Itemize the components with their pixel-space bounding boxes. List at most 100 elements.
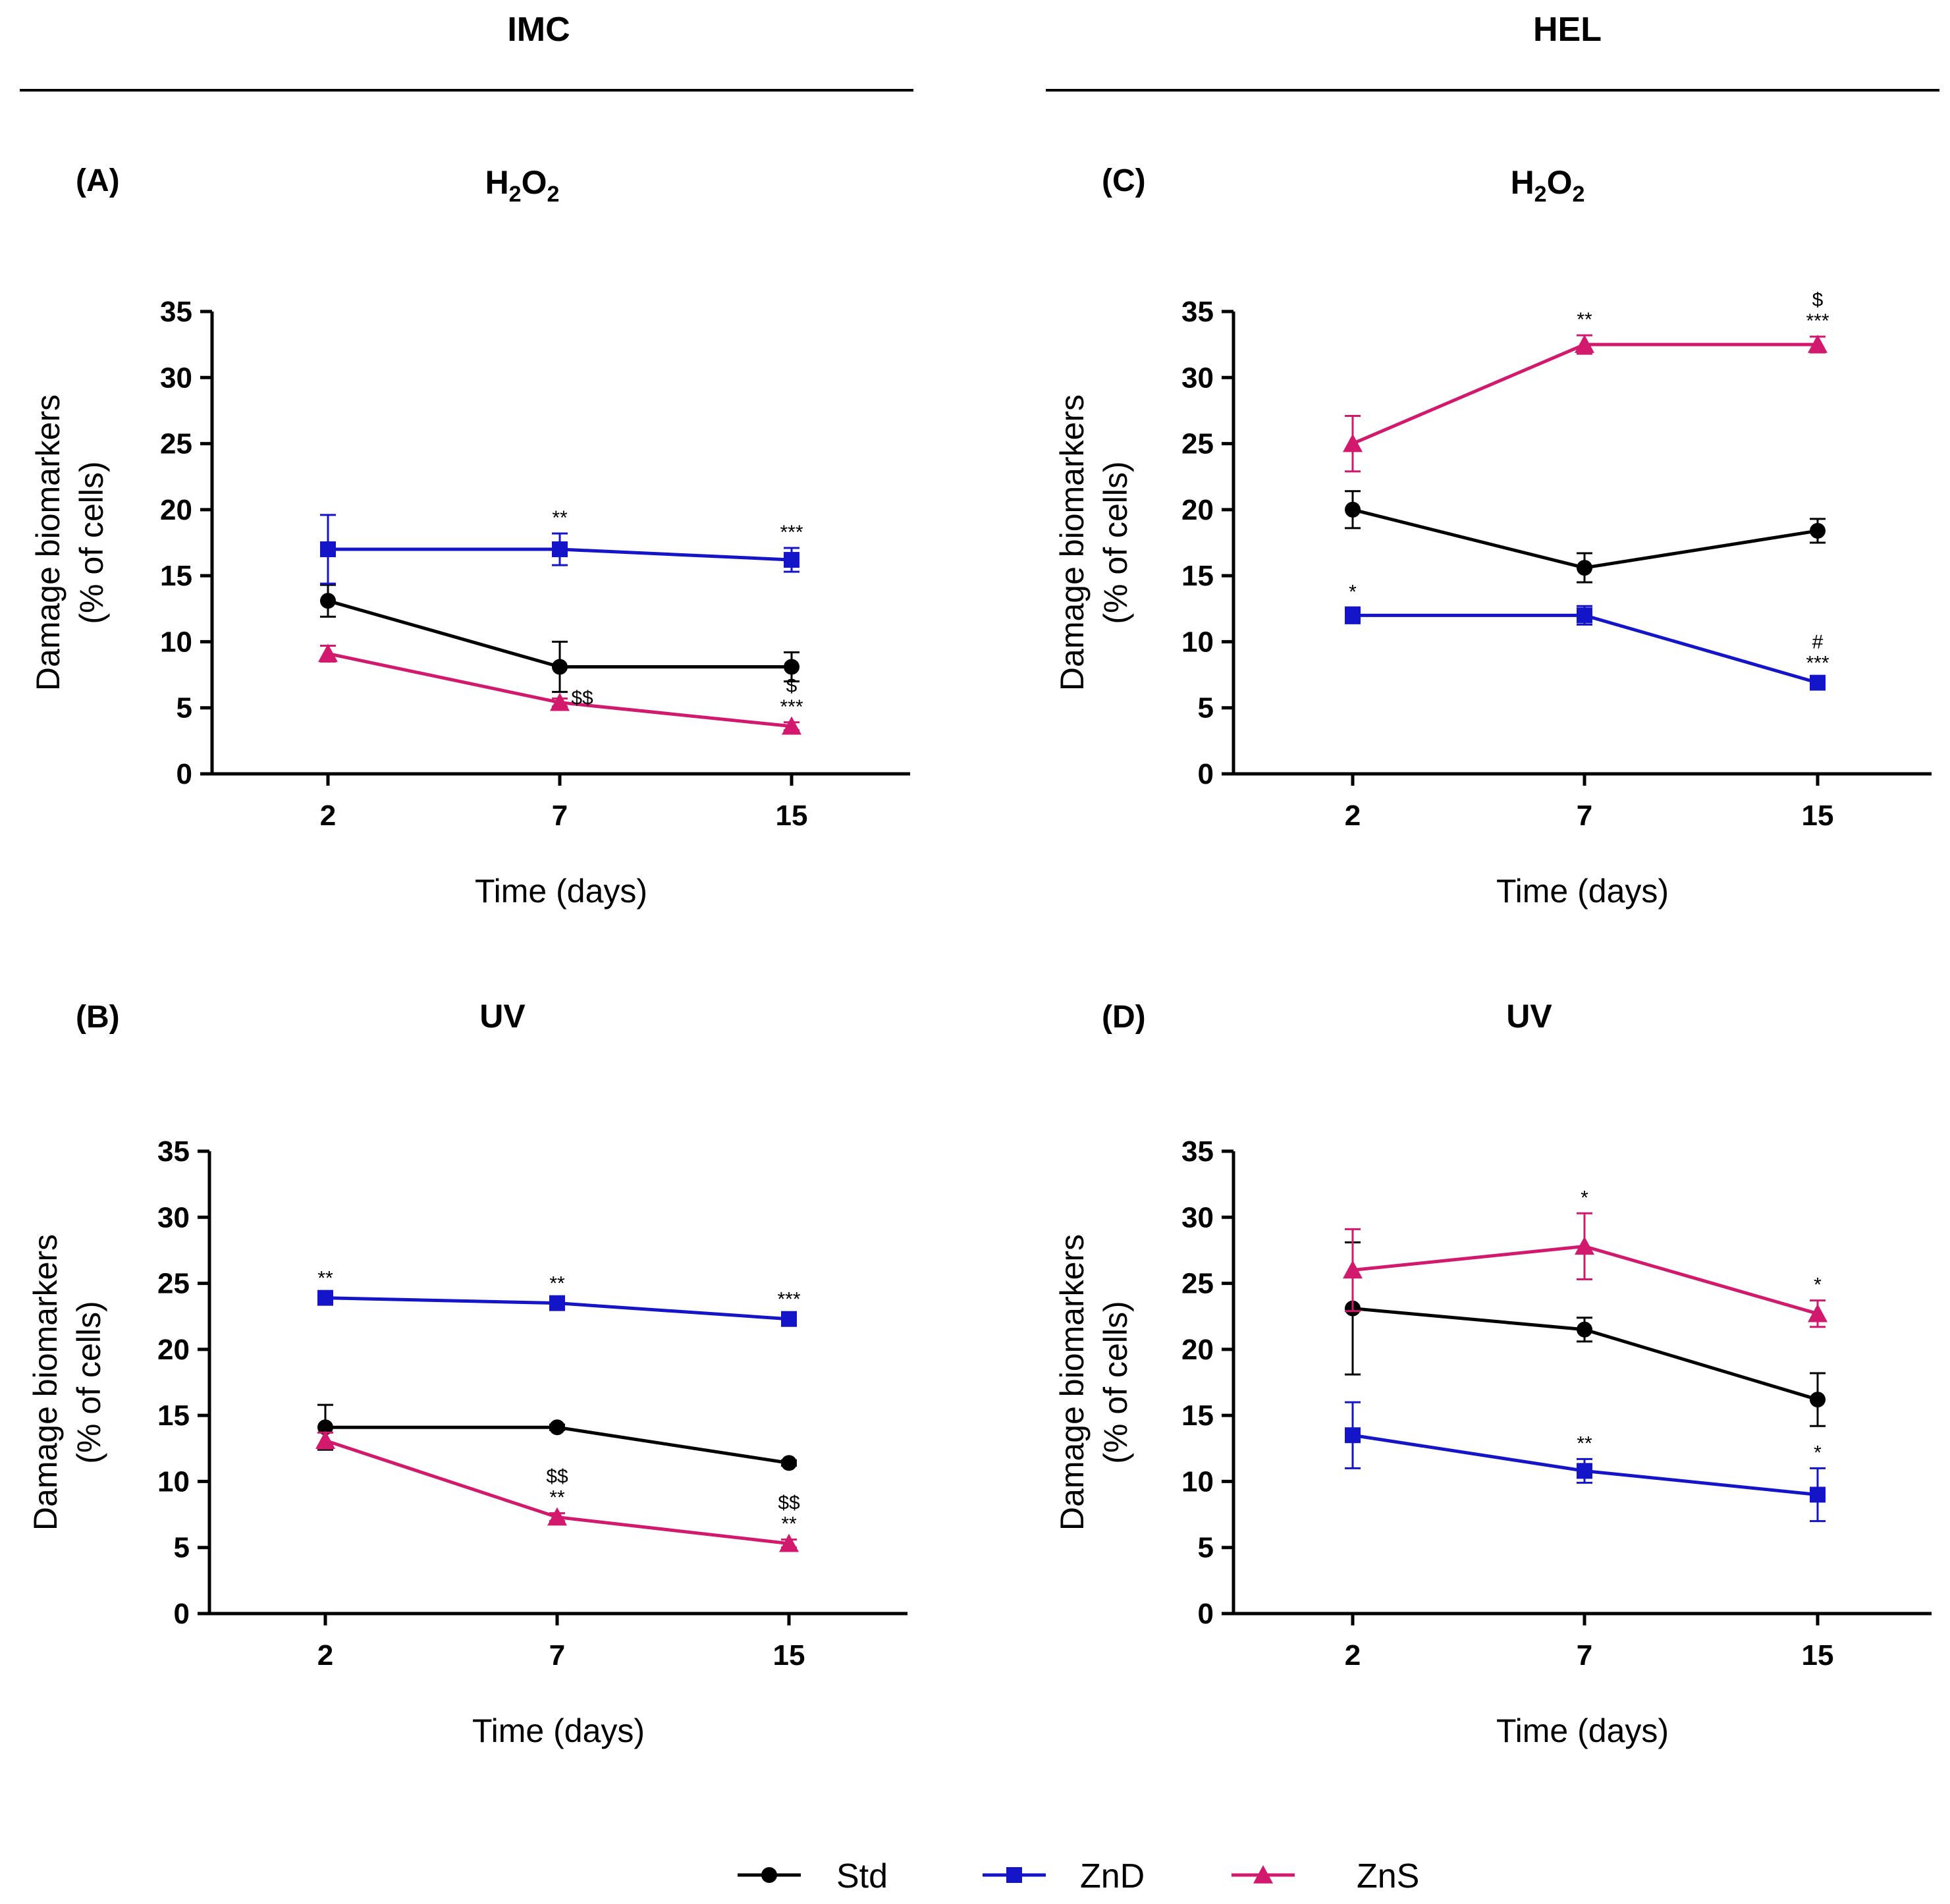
data-point bbox=[784, 552, 799, 568]
x-tick-label: 2 bbox=[317, 1639, 333, 1672]
panel-letter: (C) bbox=[1102, 163, 1146, 198]
y-axis-label: Damage biomarkers bbox=[1054, 1234, 1091, 1531]
panel-title: UV bbox=[1506, 998, 1552, 1035]
data-point bbox=[1810, 674, 1826, 691]
x-tick-label: 15 bbox=[773, 1639, 805, 1672]
data-point bbox=[1575, 1236, 1594, 1255]
y-tick-label: 5 bbox=[1198, 1532, 1214, 1564]
series-znd: ** * bbox=[1345, 1401, 1826, 1523]
x-axis-label: Time (days) bbox=[1496, 873, 1669, 910]
significance-label: ** bbox=[317, 1268, 333, 1290]
series-zns: ** bbox=[1343, 1187, 1828, 1328]
significance-label: $$ bbox=[546, 1466, 568, 1488]
significance-label: ** bbox=[549, 1273, 565, 1295]
x-tick-label: 7 bbox=[552, 800, 568, 832]
data-point bbox=[1808, 1303, 1828, 1322]
series-std bbox=[317, 1403, 797, 1471]
data-point bbox=[1808, 335, 1828, 353]
data-point bbox=[779, 1533, 799, 1552]
y-tick-label: 25 bbox=[160, 428, 192, 460]
x-tick-label: 2 bbox=[1345, 1639, 1361, 1672]
data-point bbox=[1345, 1427, 1361, 1444]
data-point bbox=[1343, 1260, 1363, 1279]
y-tick-label: 20 bbox=[1181, 494, 1214, 526]
y-axis-label: Damage biomarkers bbox=[27, 1234, 64, 1531]
x-tick-label: 2 bbox=[320, 800, 336, 832]
series-zns: $$$*** bbox=[318, 643, 803, 735]
y-tick-label: 30 bbox=[1181, 362, 1214, 394]
y-tick-label: 5 bbox=[1198, 692, 1214, 724]
y-tick-label: 0 bbox=[174, 1598, 190, 1630]
x-axis-label: Time (days) bbox=[475, 873, 647, 910]
y-axis-label: (% of cells) bbox=[1097, 461, 1134, 624]
y-tick-label: 0 bbox=[1198, 1598, 1214, 1630]
data-point bbox=[782, 716, 801, 735]
y-tick-label: 25 bbox=[1181, 428, 1214, 460]
y-tick-label: 10 bbox=[1181, 1465, 1214, 1498]
significance-label: * bbox=[1814, 1442, 1822, 1463]
data-point bbox=[320, 593, 336, 609]
data-point bbox=[1577, 1321, 1592, 1338]
title-part: O bbox=[522, 164, 547, 201]
data-point bbox=[1810, 1486, 1826, 1503]
panel-letter: (B) bbox=[76, 1000, 120, 1035]
data-point bbox=[1810, 1392, 1826, 1408]
data-point bbox=[1577, 1463, 1592, 1479]
significance-label: * bbox=[1349, 581, 1357, 603]
panel-d: (D) UV 0 5 10 15 20 25 30 35 2 7 15 Time (days) Damage… bbox=[1054, 998, 1932, 1749]
panel-letter: (D) bbox=[1102, 1000, 1146, 1035]
y-axis-label: Damage biomarkers bbox=[30, 394, 67, 691]
data-point bbox=[549, 1295, 565, 1311]
significance-label: ** bbox=[549, 1487, 565, 1509]
y-axis-label: (% of cells) bbox=[1097, 1301, 1134, 1463]
y-tick-label: 5 bbox=[174, 1532, 190, 1564]
y-tick-label: 30 bbox=[160, 362, 192, 394]
significance-label: *** bbox=[780, 696, 803, 718]
y-tick-label: 0 bbox=[176, 758, 192, 790]
title-part: UV bbox=[479, 998, 526, 1035]
y-tick-label: 20 bbox=[1181, 1334, 1214, 1366]
y-tick-label: 15 bbox=[160, 560, 192, 592]
legend: Std ZnD ZnS bbox=[738, 1857, 1419, 1895]
panel-title: H2O2 bbox=[485, 164, 560, 207]
title-part: H bbox=[485, 164, 509, 201]
y-tick-label: 25 bbox=[157, 1268, 190, 1300]
title-part: H bbox=[1511, 164, 1534, 201]
x-tick-label: 15 bbox=[776, 800, 808, 832]
y-axis-label: (% of cells) bbox=[70, 1301, 107, 1463]
y-tick-label: 10 bbox=[1181, 626, 1214, 658]
legend-marker bbox=[761, 1867, 777, 1883]
data-point bbox=[1575, 335, 1594, 353]
x-tick-label: 7 bbox=[1577, 800, 1592, 832]
x-axis-label: Time (days) bbox=[1496, 1712, 1669, 1749]
data-point bbox=[317, 1290, 333, 1306]
x-tick-label: 2 bbox=[1345, 800, 1361, 832]
data-point bbox=[1343, 433, 1363, 452]
y-tick-label: 20 bbox=[157, 1334, 190, 1366]
legend-label: Std bbox=[836, 1857, 888, 1895]
x-tick-label: 7 bbox=[1577, 1639, 1592, 1672]
y-axis-label: Damage biomarkers bbox=[1054, 394, 1091, 691]
y-tick-label: 15 bbox=[1181, 560, 1214, 592]
y-tick-label: 5 bbox=[176, 692, 192, 724]
y-tick-label: 35 bbox=[1181, 296, 1214, 328]
y-tick-label: 35 bbox=[157, 1135, 190, 1168]
significance-label: ** bbox=[781, 1513, 797, 1535]
x-tick-label: 15 bbox=[1802, 800, 1834, 832]
y-tick-label: 10 bbox=[157, 1465, 190, 1498]
data-point bbox=[1345, 501, 1361, 518]
title-part: O bbox=[1547, 164, 1573, 201]
panel-title: UV bbox=[479, 998, 526, 1035]
series-zns: $$** $$** bbox=[315, 1430, 800, 1552]
title-subscript: 2 bbox=[547, 182, 560, 207]
y-axis-label: (% of cells) bbox=[73, 461, 110, 624]
y-tick-label: 15 bbox=[157, 1400, 190, 1432]
significance-label: # bbox=[1812, 632, 1824, 653]
significance-label: *** bbox=[1806, 653, 1829, 674]
series-line bbox=[1352, 342, 1818, 445]
data-point bbox=[781, 1311, 797, 1327]
title-subscript: 2 bbox=[509, 182, 522, 207]
data-point bbox=[784, 659, 799, 675]
